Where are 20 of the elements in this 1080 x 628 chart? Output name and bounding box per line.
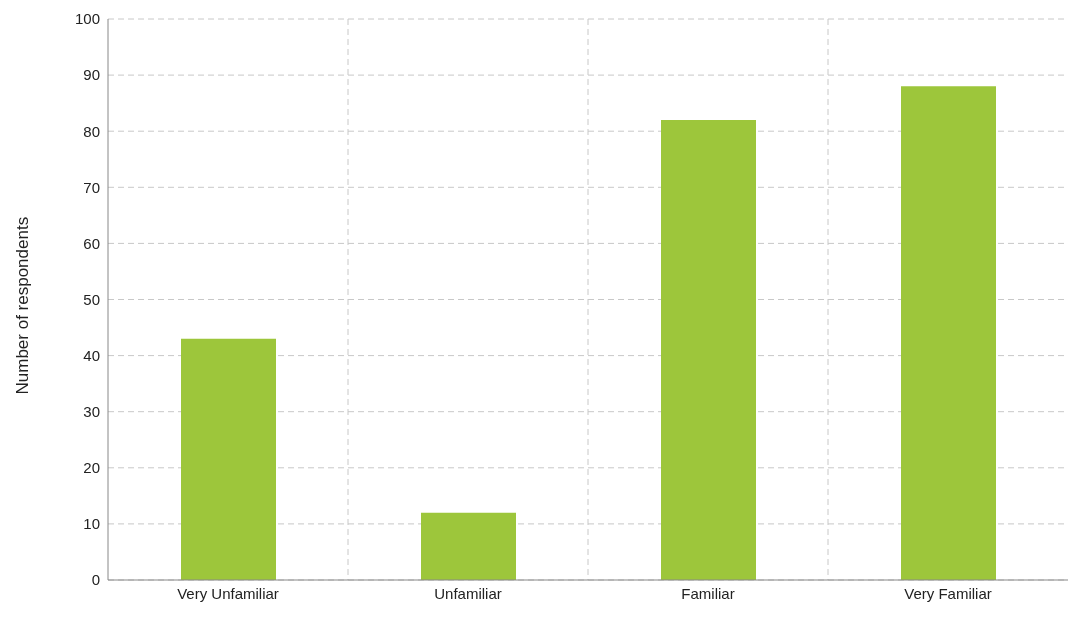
bar — [421, 512, 516, 580]
y-tick-label: 10 — [83, 515, 100, 533]
bar — [181, 338, 276, 580]
y-tick-label: 80 — [83, 122, 100, 140]
y-tick-label: 30 — [83, 403, 100, 421]
y-tick-label: 70 — [83, 178, 100, 196]
y-tick-label: 100 — [74, 10, 100, 28]
y-axis-title: Number of respondents — [13, 216, 33, 395]
x-tick-label: Very Unfamiliar — [177, 584, 279, 602]
y-tick-label: 20 — [83, 459, 100, 477]
x-tick-label: Very Familiar — [904, 584, 992, 602]
y-tick-label: 40 — [83, 346, 100, 364]
x-tick-label: Familiar — [681, 584, 735, 602]
y-tick-label: 90 — [83, 66, 100, 84]
y-tick-label: 60 — [83, 234, 100, 252]
y-tick-label: 0 — [91, 571, 100, 589]
bar — [901, 86, 996, 580]
x-tick-label: Unfamiliar — [434, 584, 502, 602]
bar — [661, 119, 756, 580]
y-tick-label: 50 — [83, 290, 100, 308]
